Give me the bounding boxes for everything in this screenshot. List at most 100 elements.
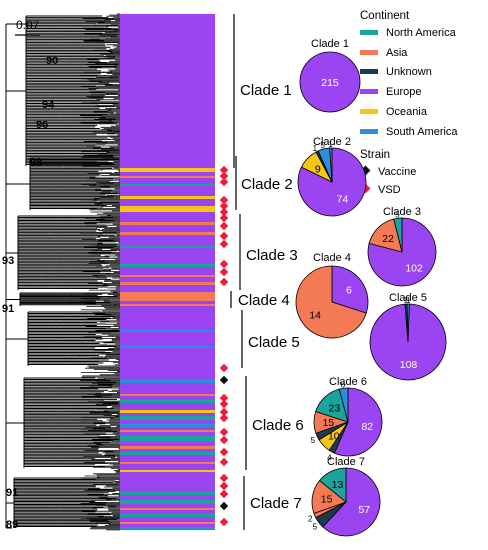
legend-swatch — [360, 109, 378, 114]
vsd-marker — [219, 489, 229, 499]
vsd-marker — [219, 231, 229, 241]
clade-label: Clade 6 — [252, 417, 304, 434]
tip-stripe — [120, 292, 215, 301]
pie-slice-label: 2 — [308, 515, 313, 524]
pie-slice-label: 57 — [358, 504, 370, 516]
pie-chart-clade-7: Clade 7 57 52 15 13 — [308, 456, 381, 537]
pie-chart-clade-1: Clade 1 215 — [299, 38, 361, 113]
bootstrap-value: 91 — [6, 487, 18, 499]
pie-slice — [333, 387, 383, 457]
pie-slice-label: 9 — [315, 163, 321, 175]
tip-stripe — [120, 470, 215, 472]
bootstrap-value: 96 — [36, 119, 48, 131]
legend-label: North America — [386, 27, 457, 39]
vsd-marker — [219, 171, 229, 181]
vsd-marker — [219, 221, 229, 231]
clade-labels: Clade 1 Clade 2 Clade 3 Clade 4 Clade 5 … — [238, 82, 304, 512]
vsd-marker — [219, 413, 229, 423]
pie-slice — [295, 265, 367, 339]
tree-branches — [5, 13, 120, 531]
tip-stripe — [120, 416, 215, 420]
vsd-marker — [219, 239, 229, 249]
vsd-marker — [219, 517, 229, 527]
legend-label: Asia — [386, 47, 408, 59]
legend-item-europe: Europe — [360, 86, 421, 98]
legend-label: VSD — [378, 184, 401, 196]
vsd-marker — [219, 473, 229, 483]
pie-slice-label: 1 — [404, 296, 409, 305]
vsd-marker — [219, 201, 229, 211]
vsd-marker — [219, 427, 229, 437]
legend-swatch — [360, 69, 378, 74]
tip-stripe — [120, 500, 215, 504]
legend-item-oceania: Oceania — [360, 106, 428, 118]
vsd-marker — [219, 165, 229, 175]
tip-stripe — [120, 492, 215, 495]
pie-chart-clade-4: Clade 4 6 14 — [295, 252, 369, 339]
pie-slice-label: 102 — [405, 263, 423, 275]
europe-tip-band — [120, 14, 215, 530]
pie-title: Clade 6 — [329, 376, 367, 388]
bootstrap-value: 98 — [30, 157, 42, 169]
tree-branch — [6, 16, 27, 166]
pie-slice — [331, 265, 369, 314]
tree-branch — [6, 312, 29, 366]
strain-markers — [219, 165, 229, 527]
tip-stripe — [120, 514, 215, 517]
vsd-marker — [219, 447, 229, 457]
tree-branch — [6, 216, 19, 290]
pie-slice — [319, 467, 347, 503]
tip-stripe — [120, 452, 215, 455]
vsd-marker — [219, 407, 229, 417]
legend-title: Continent — [360, 10, 410, 22]
vsd-marker — [219, 481, 229, 491]
bootstrap-value: 93 — [2, 255, 14, 267]
clade-label: Clade 5 — [248, 334, 300, 351]
pie-slice-label: 1 — [313, 144, 318, 153]
vsd-marker — [219, 207, 229, 217]
legend-title: Strain — [360, 149, 390, 161]
tip-stripe — [120, 246, 215, 248]
pie-slice — [329, 147, 333, 183]
vsd-marker — [219, 267, 229, 277]
pie-title: Clade 1 — [311, 38, 349, 50]
tip-stripe — [120, 410, 215, 413]
pie-slice-label: 23 — [329, 403, 341, 415]
legend-item-south-america: South America — [360, 126, 458, 138]
legend-label: Europe — [386, 86, 421, 98]
tip-stripe — [120, 400, 215, 403]
clade-label: Clade 4 — [238, 292, 290, 309]
tip-stripe — [120, 346, 215, 348]
pie-title: Clade 7 — [327, 456, 365, 468]
tip-stripe — [120, 394, 215, 396]
vsd-marker — [219, 399, 229, 409]
pie-title: Clade 3 — [383, 206, 421, 218]
pie-slice — [299, 51, 361, 113]
vsd-marker — [219, 277, 229, 287]
tip-stripe — [120, 330, 215, 332]
pie-slice-label: 5 — [320, 141, 325, 150]
clade-brackets — [230, 14, 247, 530]
pie-chart-clade-3: Clade 3 102 22 5 — [367, 206, 437, 287]
pie-slice-label: 108 — [400, 359, 418, 371]
tip-stripe — [120, 282, 215, 285]
legend-label: Oceania — [386, 106, 428, 118]
pie-slice-label: 4 — [327, 453, 332, 462]
pie-chart-clade-2: Clade 2 74 9 1 5 1 — [297, 136, 367, 217]
tip-stripe — [120, 232, 215, 235]
pie-slice-label: 13 — [332, 479, 344, 491]
bootstrap-values: 90 94 96 98 93 91 91 89 — [2, 55, 58, 531]
pie-slice-label: 10 — [328, 431, 340, 443]
legend-item-asia: Asia — [360, 47, 408, 59]
legend-swatch — [360, 89, 378, 94]
vsd-marker — [219, 363, 229, 373]
pie-title: Clade 2 — [313, 136, 351, 148]
tree-tip-band — [120, 14, 215, 530]
tip-stripe — [120, 196, 215, 199]
pie-title: Clade 4 — [313, 252, 351, 264]
pie-slice-label: 6 — [346, 285, 352, 297]
pie-slice-label: 1 — [406, 296, 411, 305]
